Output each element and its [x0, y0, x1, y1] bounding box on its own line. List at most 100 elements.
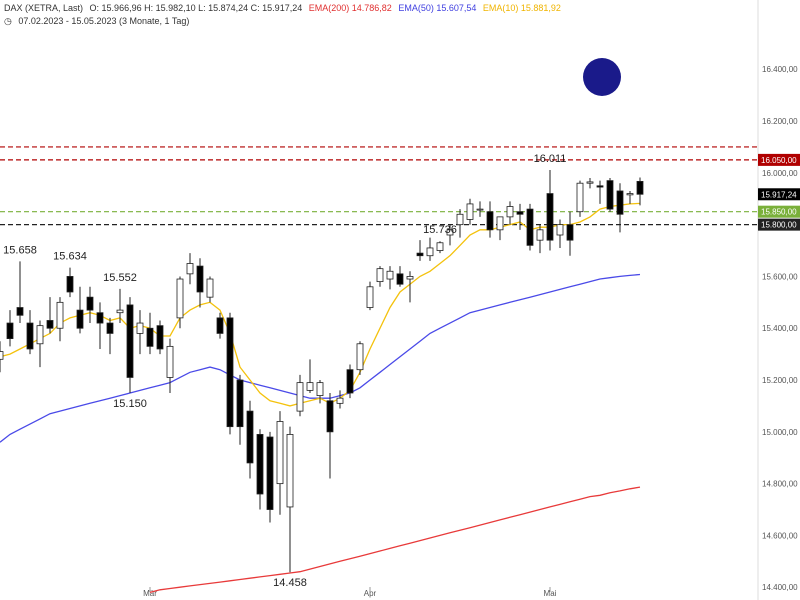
- candle-body: [406, 276, 414, 280]
- ohlc-label: O: 15.966,96 H: 15.982,10 L: 15.874,24 C…: [89, 3, 303, 13]
- candle-body: [356, 343, 364, 371]
- candle-body: [26, 322, 34, 350]
- candle-body: [576, 182, 584, 213]
- ema200-legend: EMA(200) 14.786,82: [308, 3, 392, 13]
- candle-body: [226, 317, 234, 428]
- candle-body: [106, 322, 114, 334]
- candle-body: [296, 382, 304, 412]
- candle-body: [186, 263, 194, 275]
- candle-body: [546, 193, 554, 241]
- candle-body: [0, 351, 4, 360]
- x-tick-label: Apr: [364, 589, 377, 598]
- candle-body: [56, 301, 64, 329]
- ema50-legend: EMA(50) 15.607,54: [398, 3, 477, 13]
- candle-body: [246, 410, 254, 464]
- candle-body: [506, 206, 514, 218]
- candle-body: [6, 322, 14, 339]
- candle-body: [516, 211, 524, 215]
- chart-header-line2: ◷ 07.02.2023 - 15.05.2023 (3 Monate, 1 T…: [4, 16, 193, 27]
- candle-body: [566, 224, 574, 241]
- price-annotation: 15.634: [53, 251, 87, 263]
- candle-body: [216, 317, 224, 334]
- candle-body: [346, 369, 354, 394]
- candle-body: [176, 278, 184, 319]
- x-tick-label: Mär: [143, 589, 157, 598]
- y-tick-label: 16.200,00: [762, 117, 798, 126]
- candle-body: [386, 270, 394, 280]
- candle-body: [416, 252, 424, 257]
- candle-body: [466, 203, 474, 220]
- candle-body: [256, 434, 264, 495]
- candle-body: [306, 382, 314, 391]
- chart-header-line1: DAX (XETRA, Last) O: 15.966,96 H: 15.982…: [4, 3, 565, 13]
- candle-body: [526, 208, 534, 246]
- y-tick-label: 15.600,00: [762, 272, 798, 281]
- x-tick-label: Mai: [544, 589, 557, 598]
- candle-body: [336, 397, 344, 404]
- candle-body: [636, 180, 644, 195]
- candle-body: [206, 278, 214, 298]
- candle-body: [166, 345, 174, 378]
- candle-body: [606, 180, 614, 210]
- y-tick-label: 14.600,00: [762, 531, 798, 540]
- clock-icon: ◷: [4, 16, 12, 26]
- y-tick-label: 14.400,00: [762, 583, 798, 592]
- candle-body: [316, 382, 324, 396]
- marker-circle: [583, 58, 621, 96]
- candle-body: [456, 213, 464, 226]
- candle-body: [366, 286, 374, 308]
- candle-body: [436, 242, 444, 251]
- candle-body: [196, 265, 204, 293]
- price-annotation: 15.552: [103, 272, 137, 284]
- level-label-text: 15.850,00: [761, 208, 797, 217]
- candle-body: [126, 304, 134, 378]
- candle-body: [326, 400, 334, 433]
- candle-body: [596, 185, 604, 188]
- level-label-box: [758, 153, 800, 166]
- candle-body: [146, 327, 154, 347]
- candle-body: [116, 309, 124, 314]
- candle-body: [96, 312, 104, 324]
- level-label-text: 15.917,24: [761, 190, 797, 199]
- candle-body: [86, 296, 94, 311]
- candle-body: [66, 276, 74, 293]
- y-tick-label: 14.800,00: [762, 480, 798, 489]
- price-annotation: 15.658: [3, 244, 37, 256]
- price-annotation: 15.150: [113, 398, 147, 410]
- price-annotation: 16.011: [534, 153, 567, 165]
- level-label-box: [758, 188, 800, 201]
- candle-body: [396, 273, 404, 285]
- candle-body: [486, 211, 494, 231]
- ema10-legend: EMA(10) 15.881,92: [482, 3, 561, 13]
- y-tick-label: 16.400,00: [762, 65, 798, 74]
- candle-body: [36, 325, 44, 345]
- candle-body: [136, 322, 144, 334]
- y-tick-label: 16.000,00: [762, 169, 798, 178]
- candle-body: [426, 247, 434, 257]
- candle-body: [76, 309, 84, 329]
- candle-body: [476, 208, 484, 211]
- ema50-line: [0, 273, 641, 443]
- level-label-text: 15.800,00: [761, 221, 797, 230]
- level-label-text: 16.050,00: [761, 156, 797, 165]
- price-annotation: 15.736: [423, 224, 457, 236]
- level-label-box: [758, 218, 800, 231]
- candle-body: [46, 320, 54, 329]
- ema200-line: [149, 486, 641, 594]
- date-range-label: 07.02.2023 - 15.05.2023 (3 Monate, 1 Tag…: [18, 16, 190, 26]
- candle-body: [276, 421, 284, 485]
- candle-body: [556, 224, 564, 236]
- candle-body: [376, 268, 384, 283]
- y-tick-label: 15.400,00: [762, 324, 798, 333]
- ema10-line: [0, 202, 641, 407]
- symbol-label: DAX (XETRA, Last): [4, 3, 84, 13]
- candle-body: [156, 325, 164, 350]
- candle-body: [266, 436, 274, 510]
- candle-body: [536, 229, 544, 241]
- candle-body: [286, 434, 294, 508]
- y-tick-label: 15.000,00: [762, 428, 798, 437]
- candle-body: [16, 307, 24, 316]
- candle-body: [626, 193, 634, 196]
- level-label-box: [758, 205, 800, 218]
- candle-body: [236, 379, 244, 428]
